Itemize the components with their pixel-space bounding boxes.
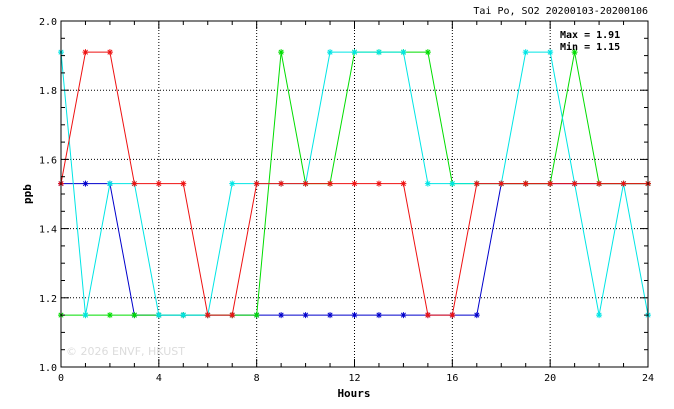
grid-lines bbox=[61, 21, 648, 367]
data-point bbox=[131, 180, 138, 187]
data-point bbox=[327, 312, 334, 319]
data-point bbox=[155, 312, 162, 319]
data-point bbox=[473, 180, 480, 187]
min-annotation: Min = 1.15 bbox=[560, 41, 620, 53]
y-tick-label: 1.4 bbox=[39, 225, 57, 236]
y-tick-label: 1.8 bbox=[39, 86, 57, 97]
x-tick-label: 0 bbox=[58, 373, 64, 384]
y-tick-label: 1.0 bbox=[39, 363, 57, 374]
data-point bbox=[180, 312, 187, 319]
data-point bbox=[473, 312, 480, 319]
y-tick-label: 1.6 bbox=[39, 155, 57, 166]
axis-ticks: 0 4 8 12 16 20 24 1.0 1.2 1.4 1.6 1.8 2.0 bbox=[39, 17, 654, 384]
series-4 bbox=[58, 49, 651, 319]
data-point bbox=[82, 180, 89, 187]
data-point bbox=[596, 312, 603, 319]
data-point bbox=[571, 49, 578, 56]
x-tick-label: 16 bbox=[446, 373, 458, 384]
data-point bbox=[155, 180, 162, 187]
data-point bbox=[106, 312, 113, 319]
data-point bbox=[229, 180, 236, 187]
data-point bbox=[278, 180, 285, 187]
data-point bbox=[302, 312, 309, 319]
y-tick-label: 2.0 bbox=[39, 17, 57, 28]
data-point bbox=[327, 49, 334, 56]
data-point bbox=[106, 49, 113, 56]
data-point bbox=[229, 312, 236, 319]
data-point bbox=[375, 312, 382, 319]
data-point bbox=[424, 49, 431, 56]
max-annotation: Max = 1.91 bbox=[560, 30, 620, 41]
x-tick-label: 24 bbox=[642, 373, 654, 384]
data-point bbox=[351, 312, 358, 319]
data-point bbox=[253, 180, 260, 187]
data-point bbox=[253, 312, 260, 319]
chart-title: Tai Po, SO2 20200103-20200106 bbox=[473, 6, 648, 17]
data-point bbox=[547, 49, 554, 56]
data-point bbox=[596, 180, 603, 187]
x-tick-label: 12 bbox=[348, 373, 360, 384]
data-point bbox=[571, 180, 578, 187]
data-point bbox=[375, 180, 382, 187]
data-point bbox=[131, 312, 138, 319]
data-point bbox=[449, 312, 456, 319]
x-tick-label: 4 bbox=[156, 373, 162, 384]
data-point bbox=[498, 180, 505, 187]
data-series bbox=[58, 49, 651, 319]
data-point bbox=[327, 180, 334, 187]
data-point bbox=[82, 312, 89, 319]
data-point bbox=[82, 49, 89, 56]
data-point bbox=[424, 312, 431, 319]
data-point bbox=[449, 180, 456, 187]
x-tick-label: 20 bbox=[544, 373, 556, 384]
data-point bbox=[424, 180, 431, 187]
data-point bbox=[302, 180, 309, 187]
watermark-text: © 2026 ENVF, HKUST bbox=[66, 345, 185, 358]
data-point bbox=[106, 180, 113, 187]
data-point bbox=[351, 49, 358, 56]
data-point bbox=[278, 49, 285, 56]
data-point bbox=[204, 312, 211, 319]
x-tick-label: 8 bbox=[254, 373, 260, 384]
data-point bbox=[547, 180, 554, 187]
data-point bbox=[351, 180, 358, 187]
x-axis-label: Hours bbox=[337, 387, 370, 400]
data-point bbox=[400, 312, 407, 319]
data-point bbox=[400, 180, 407, 187]
data-point bbox=[400, 49, 407, 56]
data-point bbox=[620, 180, 627, 187]
data-point bbox=[522, 49, 529, 56]
data-point bbox=[278, 312, 285, 319]
data-point bbox=[375, 49, 382, 56]
y-tick-label: 1.2 bbox=[39, 294, 57, 305]
y-axis-label: ppb bbox=[21, 184, 34, 204]
data-point bbox=[522, 180, 529, 187]
data-point bbox=[180, 180, 187, 187]
